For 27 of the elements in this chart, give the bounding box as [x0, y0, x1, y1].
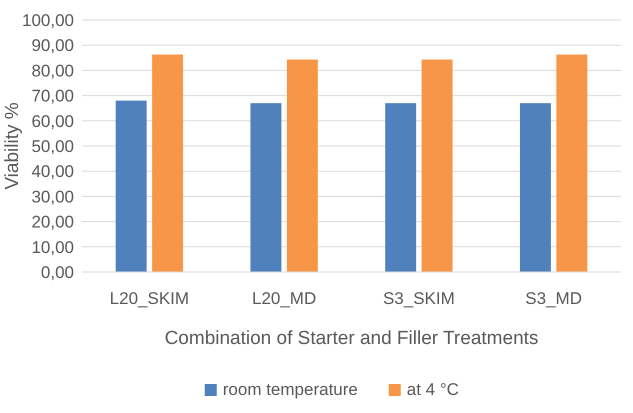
bar — [250, 103, 282, 272]
y-tick-label: 0,00 — [40, 262, 74, 282]
y-tick-label: 20,00 — [31, 212, 74, 232]
y-axis-title: Viability % — [2, 102, 23, 190]
bar — [520, 103, 551, 272]
y-tick-label: 80,00 — [31, 61, 74, 80]
x-tick-label: S3_SKIM — [382, 289, 455, 308]
y-tick-label: 70,00 — [31, 86, 74, 106]
y-tick-label: 90,00 — [31, 36, 74, 56]
y-tick-label: 50,00 — [31, 136, 74, 156]
bar — [556, 54, 588, 272]
x-tick-label: L20_SKIM — [110, 289, 190, 308]
x-tick-label: L20_MD — [252, 289, 316, 308]
bar — [286, 60, 318, 272]
bar — [152, 54, 184, 272]
x-axis-title: Combination of Starter and Filler Treatments — [164, 328, 538, 349]
x-tick-label: S3_MD — [525, 289, 582, 308]
bar — [116, 100, 147, 272]
y-tick-label: 100,00 — [22, 10, 74, 30]
legend-label: at 4 °C — [406, 380, 459, 399]
y-tick-label: 10,00 — [31, 238, 74, 257]
y-tick-label: 30,00 — [31, 187, 74, 206]
bar — [422, 60, 453, 272]
bar — [385, 103, 416, 272]
legend-label: room temperature — [222, 380, 358, 399]
y-tick-label: 60,00 — [31, 112, 74, 131]
y-tick-label: 40,00 — [31, 162, 74, 182]
